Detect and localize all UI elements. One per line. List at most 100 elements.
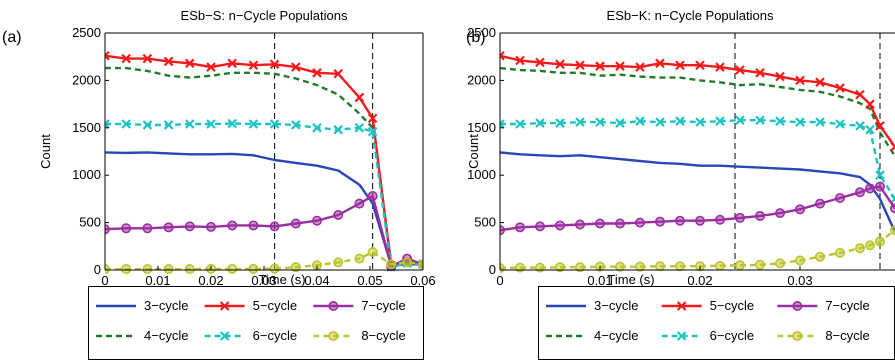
x-tick-label: 0.02: [687, 273, 712, 288]
legend-entry-7-cycle: 7−cycle: [313, 298, 406, 313]
chart-panel-b: 0 500 1000 1500 2000 2500 0 0.01 0.02 0.03 ESb−K: …: [466, 8, 895, 288]
point-6-cycle: [142, 120, 153, 130]
series-7-cycle: [105, 191, 423, 272]
chart-panel-a: 0 500 1000 1500 2000 2500 0 0.01 0.02 0.03 0.04 0.0…: [2, 8, 436, 288]
point-8-cycle: [142, 264, 153, 275]
point-5-cycle: [312, 68, 322, 78]
point-5-cycle: [755, 68, 765, 78]
point-8-cycle: [386, 259, 397, 270]
point-5-cycle: [185, 58, 195, 69]
point-6-cycle: [755, 115, 765, 125]
x-tick-label: 0.04: [304, 273, 329, 288]
point-7-cycle: [142, 223, 153, 234]
point-7-cycle: [754, 210, 765, 221]
x-tick-label: 0.01: [145, 273, 170, 288]
point-7-cycle: [834, 192, 845, 203]
x-tick-label: 0: [101, 273, 108, 288]
point-6-cycle: [775, 116, 785, 126]
legend-entry-4-cycle: 4−cycle: [96, 328, 188, 343]
point-8-cycle: [333, 257, 344, 268]
point-6-cycle: [555, 118, 565, 128]
point-8-cycle: [574, 262, 585, 273]
legend-label: 6−cycle: [710, 328, 754, 343]
x-tick-label: 0.03: [251, 273, 276, 288]
point-7-cycle: [184, 221, 195, 232]
point-8-cycle: [269, 263, 280, 274]
point-6-cycle: [312, 123, 322, 133]
point-6-cycle: [515, 119, 525, 129]
point-6-cycle: [333, 124, 343, 135]
legend-entry-5-cycle: 5−cycle: [661, 298, 754, 313]
point-7-cycle: [734, 212, 745, 223]
point-8-cycle: [614, 261, 625, 272]
point-8-cycle: [734, 260, 745, 271]
point-8-cycle: [534, 262, 545, 273]
point-8-cycle: [834, 247, 845, 258]
point-5-cycle: [500, 50, 505, 61]
point-8-cycle: [121, 264, 132, 275]
legend-entry-8-cycle: 8−cycle: [777, 328, 870, 343]
legend-entry-4-cycle: 4−cycle: [546, 328, 638, 343]
point-5-cycle: [795, 75, 805, 86]
y-tick-label: 0: [94, 262, 101, 277]
point-5-cycle: [815, 77, 825, 88]
point-8-cycle: [184, 264, 195, 275]
point-8-cycle: [354, 253, 365, 264]
point-5-cycle: [875, 121, 885, 131]
x-tick-label: 0.03: [787, 273, 812, 288]
chart-title: ESb−K: n−Cycle Populations: [607, 8, 774, 23]
point-7-cycle: [774, 208, 785, 219]
series-7-cycle: [500, 181, 895, 236]
point-7-cycle: [311, 215, 322, 226]
y-tick-label: 500: [474, 215, 496, 230]
point-6-cycle: [367, 126, 378, 137]
point-6-cycle: [500, 119, 505, 129]
legend-label: 5−cycle: [710, 298, 754, 313]
point-7-cycle: [354, 198, 365, 209]
point-5-cycle: [354, 92, 365, 103]
point-8-cycle: [514, 262, 525, 273]
legend-label: 8−cycle: [361, 328, 405, 343]
point-6-cycle: [248, 119, 259, 129]
point-6-cycle: [615, 118, 625, 128]
series-3-cycle: [500, 151, 895, 233]
point-6-cycle: [735, 115, 745, 125]
series-8-cycle: [500, 225, 895, 274]
point-8-cycle: [854, 243, 865, 254]
point-8-cycle: [814, 251, 825, 262]
legend-entry-3-cycle: 3−cycle: [546, 298, 638, 313]
point-5-cycle: [227, 58, 237, 69]
point-5-cycle: [615, 61, 625, 71]
series-line-5-cycle: [500, 54, 895, 148]
point-7-cycle: [654, 216, 665, 227]
point-7-cycle: [333, 210, 344, 221]
point-5-cycle: [248, 60, 259, 71]
series-5-cycle: [500, 50, 895, 152]
point-8-cycle: [674, 261, 685, 272]
point-7-cycle: [874, 181, 885, 192]
point-7-cycle: [674, 215, 685, 226]
point-7-cycle: [367, 191, 378, 202]
y-tick-label: 2500: [72, 25, 101, 40]
legend-label: 5−cycle: [253, 298, 297, 313]
point-6-cycle: [535, 118, 545, 128]
point-5-cycle: [695, 60, 705, 71]
point-5-cycle: [535, 57, 545, 68]
legend-marker: [792, 300, 803, 311]
y-tick-label: 1000: [72, 167, 101, 182]
point-6-cycle: [875, 170, 885, 180]
point-8-cycle: [290, 262, 301, 273]
point-6-cycle: [795, 117, 805, 127]
point-5-cycle: [515, 55, 525, 66]
point-5-cycle: [575, 60, 585, 71]
legend-label: 8−cycle: [825, 328, 869, 343]
x-tick-label: 0.02: [198, 273, 223, 288]
legend-marker: [328, 330, 339, 341]
point-7-cycle: [714, 214, 725, 225]
point-5-cycle: [333, 68, 343, 79]
point-6-cycle: [227, 118, 237, 129]
chart-title: ESb−S: n−Cycle Populations: [181, 8, 348, 23]
point-6-cycle: [655, 117, 665, 127]
y-tick-label: 1000: [467, 167, 496, 182]
series-line-6-cycle: [500, 118, 895, 200]
